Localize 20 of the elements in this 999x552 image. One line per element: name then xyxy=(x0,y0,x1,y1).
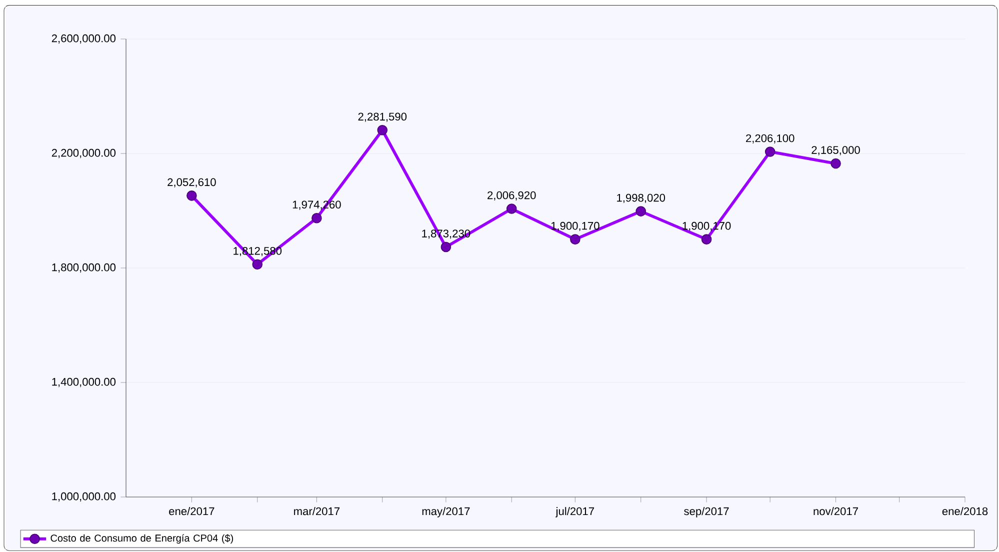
data-label: 2,165,000 xyxy=(812,146,860,156)
x-tick-label: mar/2017 xyxy=(294,507,340,516)
data-label: 2,052,610 xyxy=(168,178,216,188)
data-label: 1,998,020 xyxy=(617,194,666,204)
data-label: 2,006,920 xyxy=(488,191,536,200)
y-tick-label: 2,600,000.00 xyxy=(52,34,116,44)
x-tick-label: ene/2017 xyxy=(169,507,214,516)
data-label: 1,900,170 xyxy=(551,222,600,232)
data-label: 2,206,100 xyxy=(746,134,794,144)
x-tick-label: may/2017 xyxy=(422,507,470,518)
legend-label: Costo de Consumo de Energía CP04 ($) xyxy=(50,534,234,544)
y-tick-label: 1,400,000.00 xyxy=(52,378,116,388)
x-tick-label: nov/2017 xyxy=(814,507,858,516)
y-tick-label: 1,000,000.00 xyxy=(52,492,116,502)
y-tick-label: 2,200,000.00 xyxy=(52,148,116,158)
x-tick-label: sep/2017 xyxy=(684,507,729,518)
x-tick-label: jul/2017 xyxy=(556,507,594,518)
y-tick-label: 1,800,000.00 xyxy=(52,263,116,273)
x-tick-label: ene/2018 xyxy=(942,507,988,516)
data-label: 2,281,590 xyxy=(358,112,407,122)
